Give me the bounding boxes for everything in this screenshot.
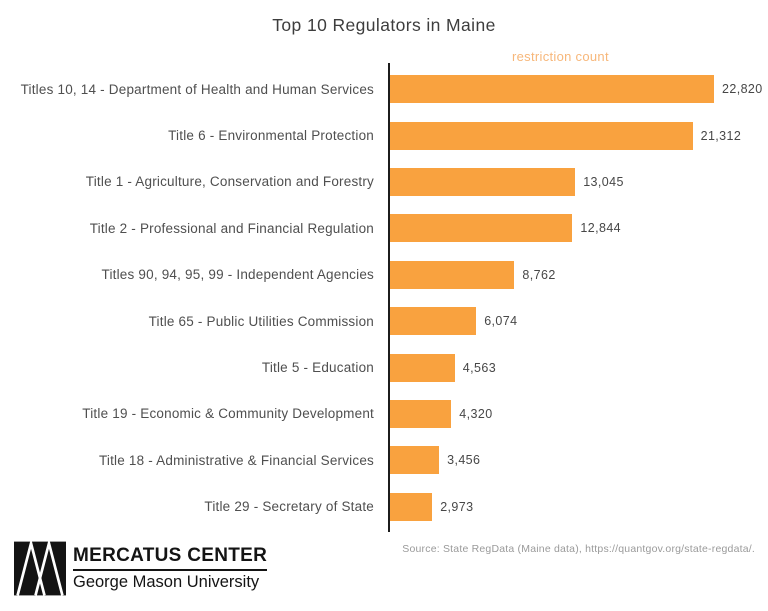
logo-text: MERCATUS CENTER George Mason University: [73, 545, 268, 592]
chart-row: Titles 90, 94, 95, 99 - Independent Agen…: [0, 252, 768, 298]
chart-row: Title 19 - Economic & Community Developm…: [0, 391, 768, 437]
value-label: 8,762: [522, 267, 556, 282]
logo-subtitle: George Mason University: [73, 573, 260, 591]
chart-row: Title 18 - Administrative & Financial Se…: [0, 437, 768, 483]
value-label: 6,074: [484, 314, 518, 329]
logo-title: MERCATUS CENTER: [73, 545, 268, 566]
bar: [390, 214, 573, 243]
category-label: Title 19 - Economic & Community Developm…: [82, 406, 374, 422]
value-label: 2,973: [440, 499, 474, 514]
chart-row: Title 5 - Education 4,563: [0, 344, 768, 390]
chart-title: Top 10 Regulators in Maine: [272, 15, 496, 35]
category-label: Titles 10, 14 - Department of Health and…: [20, 81, 374, 97]
category-label: Title 6 - Environmental Protection: [168, 128, 374, 144]
bar-area: 8,762: [390, 252, 768, 298]
chart-rows: Titles 10, 14 - Department of Health and…: [0, 66, 768, 530]
category-label: Title 29 - Secretary of State: [204, 499, 374, 515]
chart-row: Title 2 - Professional and Financial Reg…: [0, 205, 768, 251]
category-label: Title 18 - Administrative & Financial Se…: [98, 452, 374, 468]
bar: [390, 260, 515, 289]
mercatus-logo-icon: [14, 539, 66, 596]
bar-area: 22,820: [390, 66, 768, 112]
bar: [390, 492, 433, 521]
bar-area: 21,312: [390, 112, 768, 158]
value-label: 21,312: [700, 128, 742, 143]
bar: [390, 399, 452, 428]
chart-row: Title 1 - Agriculture, Conservation and …: [0, 159, 768, 205]
value-label: 13,045: [583, 174, 624, 189]
bar: [390, 307, 477, 336]
bar: [390, 353, 455, 382]
category-label: Title 2 - Professional and Financial Reg…: [89, 220, 374, 236]
bar-area: 3,456: [390, 437, 768, 483]
y-axis-line: [388, 63, 390, 532]
chart-row: Titles 10, 14 - Department of Health and…: [0, 66, 768, 112]
bar: [390, 446, 440, 475]
bar-area: 2,973: [390, 484, 768, 530]
axis-label-restriction-count: restriction count: [512, 49, 609, 64]
bar: [390, 75, 714, 104]
category-label: Title 65 - Public Utilities Commission: [148, 313, 374, 329]
bar-area: 13,045: [390, 159, 768, 205]
chart-row: Title 6 - Environmental Protection 21,312: [0, 112, 768, 158]
value-label: 22,820: [722, 82, 763, 97]
bar-area: 12,844: [390, 205, 768, 251]
bar: [390, 167, 576, 196]
mercatus-logo: MERCATUS CENTER George Mason University: [14, 539, 268, 598]
value-label: 12,844: [580, 221, 622, 236]
category-label: Titles 90, 94, 95, 99 - Independent Agen…: [101, 267, 374, 283]
category-label: Title 1 - Agriculture, Conservation and …: [85, 174, 374, 190]
source-citation: Source: State RegData (Maine data), http…: [402, 543, 755, 555]
bar-area: 4,320: [390, 391, 768, 437]
logo-divider: [73, 569, 268, 571]
value-label: 4,320: [459, 406, 493, 421]
chart-row: Title 65 - Public Utilities Commission 6,…: [0, 298, 768, 344]
value-label: 3,456: [447, 453, 481, 468]
bar-area: 6,074: [390, 298, 768, 344]
bar: [390, 121, 693, 150]
bar-area: 4,563: [390, 344, 768, 390]
value-label: 4,563: [462, 360, 497, 375]
category-label: Title 5 - Education: [261, 360, 374, 376]
chart-row: Title 29 - Secretary of State 2,973: [0, 484, 768, 530]
